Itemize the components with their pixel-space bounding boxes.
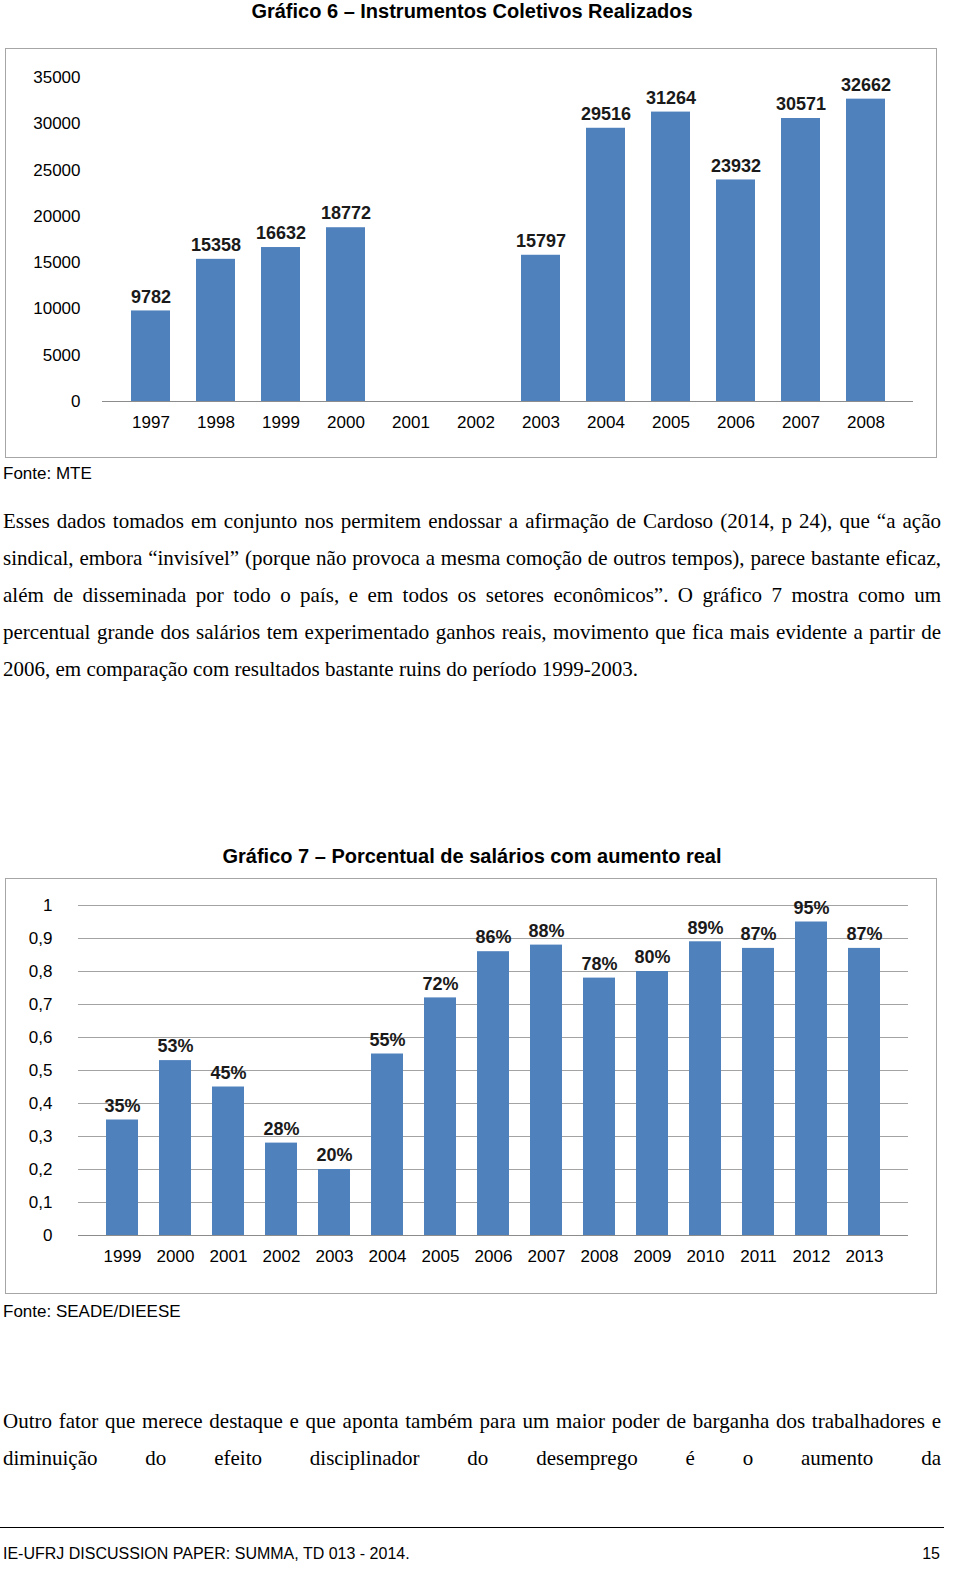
svg-text:89%: 89% [687, 918, 723, 938]
svg-text:78%: 78% [581, 954, 617, 974]
svg-text:0,1: 0,1 [29, 1193, 53, 1212]
svg-text:88%: 88% [528, 921, 564, 941]
svg-text:1999: 1999 [262, 413, 300, 432]
html-text:Esses dados tomados em conjunt: Esses dados tomados em conjunto nos perm… [3, 509, 941, 681]
svg-text:80%: 80% [634, 947, 670, 967]
svg-text:2006: 2006 [475, 1247, 513, 1266]
svg-text:45%: 45% [210, 1063, 246, 1083]
svg-text:2002: 2002 [263, 1247, 301, 1266]
svg-text:20000: 20000 [33, 207, 80, 226]
svg-text:0,5: 0,5 [29, 1061, 53, 1080]
svg-text:2007: 2007 [782, 413, 820, 432]
svg-text:1999: 1999 [104, 1247, 142, 1266]
svg-text:87%: 87% [740, 924, 776, 944]
svg-text:18772: 18772 [321, 203, 371, 223]
svg-text:9782: 9782 [131, 287, 171, 307]
svg-text:0: 0 [43, 1226, 52, 1245]
svg-text:0,9: 0,9 [29, 929, 53, 948]
svg-text:23932: 23932 [711, 156, 761, 176]
svg-text:15358: 15358 [191, 235, 241, 255]
svg-text:0: 0 [71, 392, 80, 411]
svg-text:25000: 25000 [33, 161, 80, 180]
svg-text:10000: 10000 [33, 299, 80, 318]
svg-text:2005: 2005 [422, 1247, 460, 1266]
svg-text:1: 1 [43, 896, 52, 915]
svg-text:31264: 31264 [646, 88, 696, 108]
html-text:Fonte: MTE: Fonte: MTE [3, 464, 92, 483]
svg-text:35000: 35000 [33, 68, 80, 87]
svg-text:35%: 35% [104, 1096, 140, 1116]
svg-text:2001: 2001 [392, 413, 430, 432]
svg-text:2013: 2013 [846, 1247, 884, 1266]
svg-text:1998: 1998 [197, 413, 235, 432]
svg-text:0,3: 0,3 [29, 1127, 53, 1146]
svg-text:0,8: 0,8 [29, 962, 53, 981]
svg-text:2008: 2008 [847, 413, 885, 432]
svg-text:29516: 29516 [581, 104, 631, 124]
svg-text:0,2: 0,2 [29, 1160, 53, 1179]
svg-text:87%: 87% [846, 924, 882, 944]
html-text:15: 15 [922, 1545, 940, 1562]
svg-text:5000: 5000 [43, 346, 81, 365]
svg-text:0,4: 0,4 [29, 1094, 53, 1113]
svg-text:2001: 2001 [210, 1247, 248, 1266]
svg-text:0,6: 0,6 [29, 1028, 53, 1047]
svg-text:2004: 2004 [369, 1247, 407, 1266]
svg-text:0,7: 0,7 [29, 995, 53, 1014]
html-text:Gráfico 6 – Instrumentos Colet: Gráfico 6 – Instrumentos Coletivos Reali… [251, 0, 693, 22]
svg-text:53%: 53% [157, 1036, 193, 1056]
svg-text:28%: 28% [263, 1119, 299, 1139]
html-text:Outro fator que merece destaqu: Outro fator que merece destaque e que ap… [3, 1409, 941, 1470]
svg-text:30571: 30571 [776, 94, 826, 114]
svg-text:2003: 2003 [316, 1247, 354, 1266]
svg-text:2002: 2002 [457, 413, 495, 432]
svg-text:72%: 72% [422, 974, 458, 994]
svg-text:2007: 2007 [528, 1247, 566, 1266]
svg-text:1997: 1997 [132, 413, 170, 432]
svg-text:95%: 95% [793, 898, 829, 918]
svg-text:20%: 20% [316, 1145, 352, 1165]
svg-text:2012: 2012 [793, 1247, 831, 1266]
svg-text:30000: 30000 [33, 114, 80, 133]
svg-text:2008: 2008 [581, 1247, 619, 1266]
html-text:Gráfico 7 – Porcentual de salá: Gráfico 7 – Porcentual de salários com a… [222, 845, 722, 867]
svg-text:2000: 2000 [327, 413, 365, 432]
svg-text:2009: 2009 [634, 1247, 672, 1266]
svg-text:55%: 55% [369, 1030, 405, 1050]
svg-text:2005: 2005 [652, 413, 690, 432]
svg-text:15000: 15000 [33, 253, 80, 272]
svg-text:16632: 16632 [256, 223, 306, 243]
svg-text:2010: 2010 [687, 1247, 725, 1266]
svg-text:15797: 15797 [516, 231, 566, 251]
html-text:Fonte: SEADE/DIEESE: Fonte: SEADE/DIEESE [3, 1302, 181, 1321]
svg-text:2004: 2004 [587, 413, 625, 432]
svg-text:32662: 32662 [841, 75, 891, 95]
svg-text:2006: 2006 [717, 413, 755, 432]
html-text:IE-UFRJ DISCUSSION PAPER: SUMM: IE-UFRJ DISCUSSION PAPER: SUMMA, TD 013 … [3, 1545, 410, 1562]
svg-text:2000: 2000 [157, 1247, 195, 1266]
svg-text:2011: 2011 [740, 1247, 777, 1266]
svg-text:2003: 2003 [522, 413, 560, 432]
svg-text:86%: 86% [475, 927, 511, 947]
